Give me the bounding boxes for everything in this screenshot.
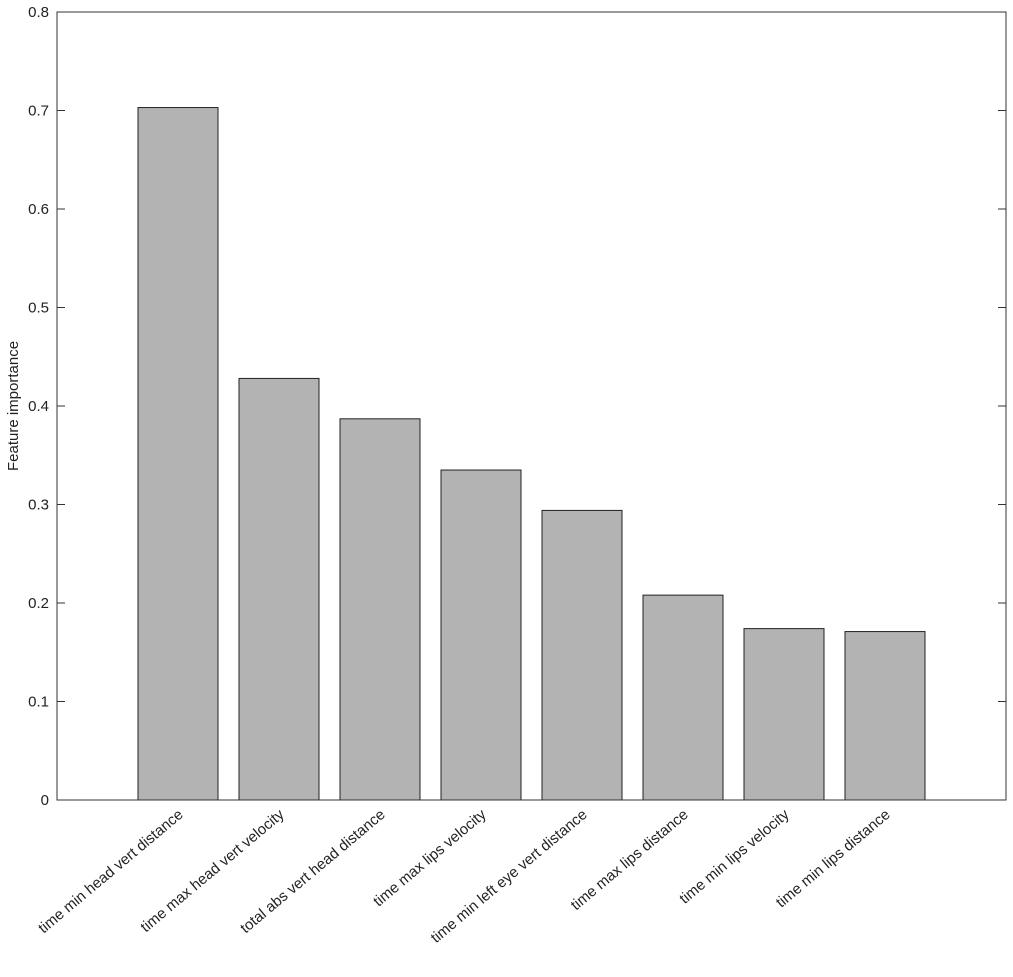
- x-tick-label: time min lips velocity: [676, 806, 793, 908]
- y-tick-label: 0.1: [28, 694, 49, 711]
- bar: [238, 377, 320, 801]
- bar: [440, 469, 522, 801]
- plot-frame: [56, 11, 1007, 801]
- y-tick-label: 0.7: [28, 103, 49, 120]
- y-axis-label: Feature importance: [5, 341, 22, 471]
- x-tick-label: time max lips velocity: [370, 806, 490, 910]
- x-tick-label: time min lips distance: [773, 806, 894, 911]
- bar: [844, 631, 926, 801]
- bar: [339, 418, 421, 801]
- bar: [137, 107, 219, 801]
- y-tick-label: 0: [41, 792, 49, 809]
- y-tick-label: 0.8: [28, 4, 49, 21]
- y-tick-label: 0.6: [28, 201, 49, 218]
- y-tick-label: 0.3: [28, 497, 49, 514]
- y-tick-label: 0.5: [28, 300, 49, 317]
- y-tick-label: 0.4: [28, 398, 49, 415]
- bar: [743, 628, 825, 801]
- y-tick-label: 0.2: [28, 595, 49, 612]
- bar: [541, 509, 623, 801]
- bar: [642, 594, 724, 801]
